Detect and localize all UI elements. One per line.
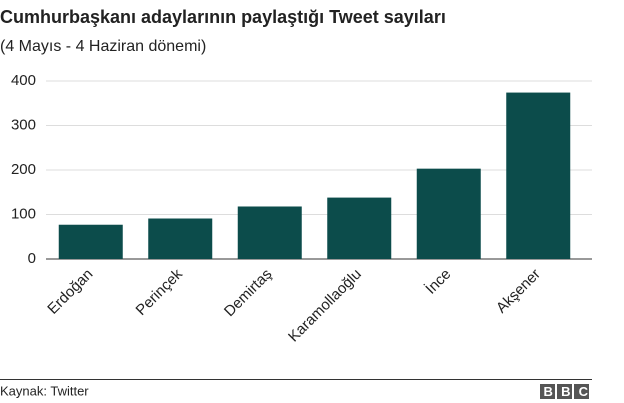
bar: [148, 218, 213, 259]
bar: [506, 92, 571, 259]
y-tick-label: 100: [11, 205, 36, 222]
x-tick-label: Karamollaoğlu: [285, 266, 365, 346]
x-tick-label: Perinçek: [133, 265, 187, 319]
bar: [58, 224, 123, 259]
y-tick-label: 300: [11, 116, 36, 133]
logo: BBC: [540, 384, 597, 399]
logo-text: BBC: [544, 384, 597, 399]
x-tick-label: İnce: [422, 265, 455, 298]
bar: [327, 197, 392, 259]
bar: [237, 206, 302, 259]
chart-title: Cumhurbaşkanı adaylarının paylaştığı Twe…: [0, 7, 446, 27]
chart-subtitle: (4 Mayıs - 4 Haziran dönemi): [0, 38, 206, 55]
y-tick-label: 200: [11, 161, 36, 178]
y-tick-label: 400: [11, 72, 36, 89]
y-tick-label: 0: [28, 250, 36, 267]
x-tick-label: Erdoğan: [44, 266, 96, 318]
x-tick-label: Demirtaş: [221, 266, 275, 320]
x-tick-label: Akşener: [493, 266, 544, 317]
bar: [416, 168, 481, 259]
source: Kaynak: Twitter: [0, 383, 89, 398]
